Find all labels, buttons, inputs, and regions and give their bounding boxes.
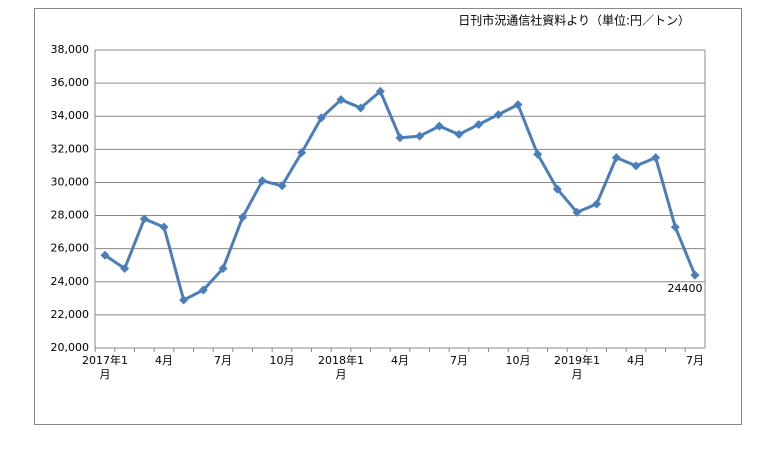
data-point <box>434 121 444 131</box>
y-tick-label: 20,000 <box>51 341 90 354</box>
data-point <box>316 113 326 123</box>
x-tick-label: 2018年1月 <box>318 354 364 381</box>
data-point <box>474 120 484 129</box>
data-point <box>198 285 208 295</box>
chart-frame <box>34 8 742 425</box>
data-point <box>277 181 287 191</box>
data-point <box>670 222 680 232</box>
data-point <box>218 264 228 274</box>
data-point <box>513 100 523 110</box>
data-point <box>297 148 307 158</box>
y-tick-label: 34,000 <box>51 109 90 122</box>
x-tick-label: 10月 <box>505 354 531 367</box>
data-point <box>159 222 169 232</box>
data-point <box>611 153 621 163</box>
data-point <box>592 199 602 209</box>
x-tick-label: 4月 <box>627 354 645 367</box>
data-point <box>257 176 267 186</box>
data-point <box>100 250 110 260</box>
y-tick-label: 38,000 <box>51 43 90 56</box>
data-point <box>415 131 425 141</box>
data-point <box>454 129 464 139</box>
y-tick-label: 22,000 <box>51 308 90 321</box>
data-label: 24400 <box>668 282 703 295</box>
data-point <box>139 214 149 224</box>
y-tick-label: 28,000 <box>51 209 90 222</box>
data-point <box>690 270 700 280</box>
data-point <box>395 133 405 143</box>
data-point <box>179 295 189 305</box>
y-tick-label: 36,000 <box>51 76 90 89</box>
data-point <box>552 184 562 194</box>
x-tick-label: 7月 <box>214 354 232 367</box>
data-point <box>533 149 543 159</box>
x-tick-label: 2019年1月 <box>554 354 600 381</box>
data-point <box>572 207 582 217</box>
y-tick-label: 24,000 <box>51 275 90 288</box>
y-tick-label: 26,000 <box>51 242 90 255</box>
data-point <box>493 110 503 120</box>
data-point <box>120 264 130 274</box>
x-tick-label: 4月 <box>155 354 173 367</box>
x-tick-label: 10月 <box>269 354 295 367</box>
data-point <box>356 103 366 113</box>
y-tick-label: 30,000 <box>51 175 90 188</box>
data-line <box>104 89 697 302</box>
x-tick-label: 4月 <box>391 354 409 367</box>
y-tick-label: 32,000 <box>51 142 90 155</box>
data-point <box>651 153 661 163</box>
x-tick-label: 7月 <box>686 354 704 367</box>
data-point <box>336 95 346 105</box>
data-point <box>631 161 641 171</box>
chart-title: 日刊市況通信社資料より（単位:円／トン） <box>458 13 690 28</box>
x-tick-label: 2017年1月 <box>82 354 128 381</box>
data-point <box>238 212 248 222</box>
x-tick-label: 7月 <box>450 354 468 367</box>
data-point <box>375 86 385 96</box>
